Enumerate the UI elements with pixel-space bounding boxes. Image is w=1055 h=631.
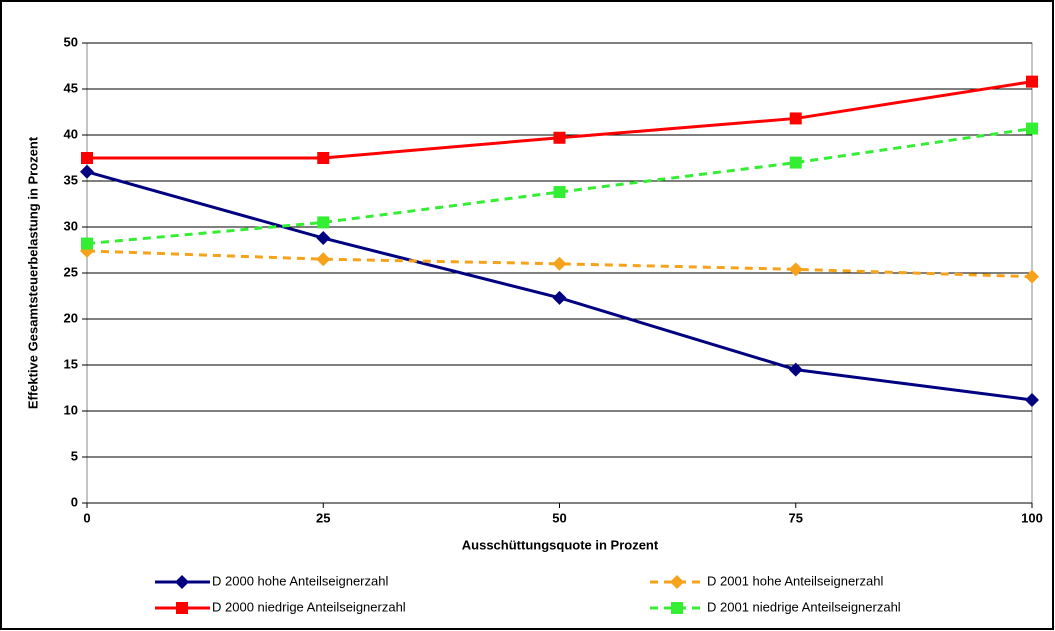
marker: [1026, 122, 1038, 135]
y-tick-label: 0: [71, 494, 78, 509]
marker: [553, 131, 566, 144]
marker: [553, 186, 566, 199]
marker: [552, 290, 567, 305]
legend-marker: [670, 575, 684, 589]
marker: [316, 252, 331, 267]
legend-label: D 2001 hohe Anteilseignerzahl: [707, 573, 883, 588]
legend-marker: [671, 602, 683, 614]
y-tick-label: 10: [64, 402, 78, 417]
marker: [789, 156, 802, 169]
x-axis-label: Ausschüttungsquote in Prozent: [462, 537, 659, 552]
legend-label: D 2000 hohe Anteilseignerzahl: [212, 573, 388, 588]
x-tick-label: 75: [789, 510, 803, 525]
y-tick-label: 40: [64, 126, 78, 141]
marker: [788, 262, 803, 277]
marker: [316, 231, 331, 246]
marker: [1025, 392, 1039, 407]
y-tick-label: 35: [64, 172, 78, 187]
legend-marker: [175, 575, 189, 589]
marker: [788, 362, 803, 377]
x-tick-label: 0: [83, 510, 90, 525]
legend-marker: [176, 602, 188, 614]
marker: [1026, 75, 1038, 88]
marker: [789, 112, 802, 125]
series-line: [86, 249, 1033, 279]
marker: [552, 256, 567, 271]
marker: [81, 152, 93, 164]
y-axis-label: Effektive Gesamtsteuerbelastung in Proze…: [25, 136, 40, 409]
marker: [317, 216, 330, 229]
y-tick-label: 15: [64, 356, 78, 371]
x-tick-label: 50: [552, 510, 566, 525]
marker: [81, 237, 93, 250]
legend-label: D 2000 niedrige Anteilseignerzahl: [212, 599, 406, 614]
y-tick-label: 45: [64, 80, 78, 95]
marker: [80, 164, 94, 179]
series-line: [86, 127, 1033, 246]
x-tick-label: 25: [316, 510, 330, 525]
y-tick-label: 50: [64, 34, 78, 49]
marker: [1025, 269, 1039, 284]
marker: [317, 152, 330, 164]
y-tick-label: 30: [64, 218, 78, 233]
y-tick-label: 25: [64, 264, 78, 279]
y-tick-label: 20: [64, 310, 78, 325]
y-tick-label: 5: [71, 448, 78, 463]
legend-label: D 2001 niedrige Anteilseignerzahl: [707, 599, 901, 614]
x-tick-label: 100: [1021, 510, 1043, 525]
